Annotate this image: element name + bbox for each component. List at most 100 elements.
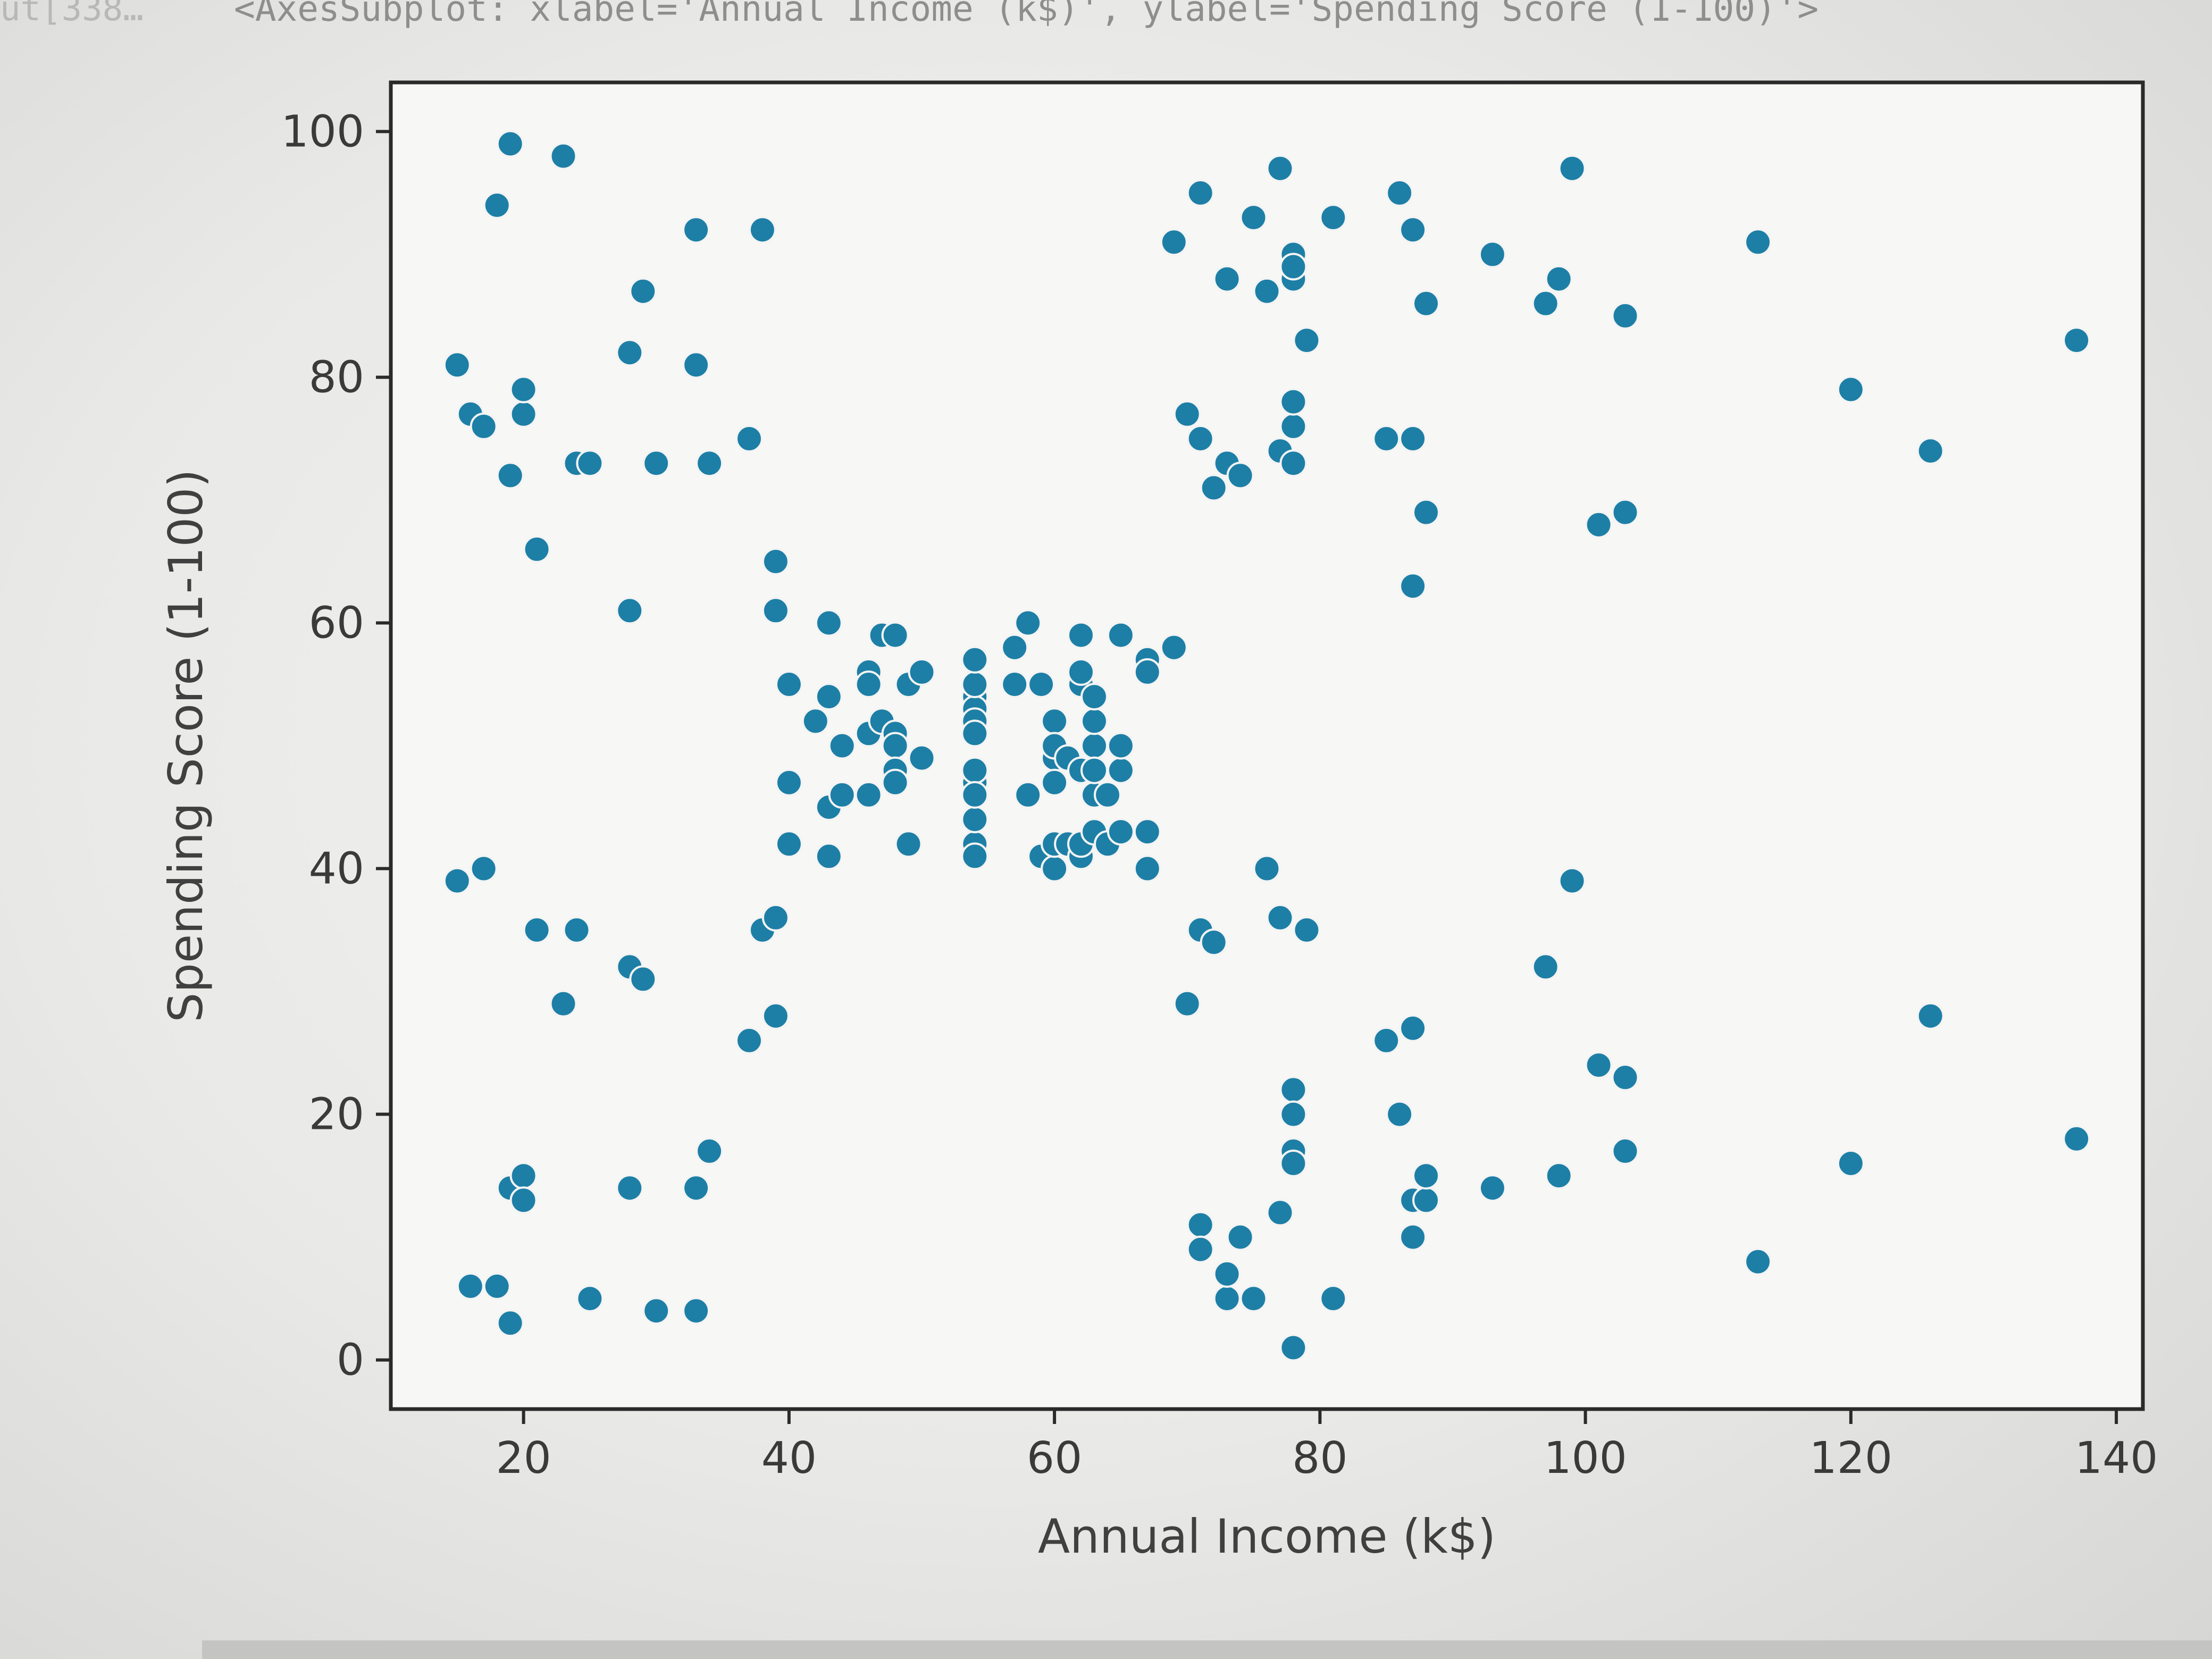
data-point	[642, 1297, 671, 1325]
data-point	[1133, 818, 1161, 846]
data-point	[682, 1297, 710, 1325]
data-point	[961, 719, 989, 748]
data-point	[1041, 854, 1069, 883]
data-point	[1611, 1137, 1639, 1165]
data-point	[1041, 707, 1069, 735]
data-point	[961, 646, 989, 674]
data-point	[1399, 216, 1427, 244]
data-point	[509, 375, 538, 404]
data-point	[1200, 474, 1228, 502]
data-point	[854, 671, 883, 698]
data-point	[682, 351, 710, 379]
data-point	[1266, 903, 1294, 932]
data-point	[1107, 621, 1135, 649]
data-point	[1386, 1100, 1414, 1128]
data-point	[470, 412, 498, 440]
data-point	[1611, 498, 1639, 526]
data-point	[775, 768, 803, 797]
data-point	[682, 1174, 710, 1202]
data-point	[1213, 1285, 1241, 1313]
data-point	[1080, 756, 1108, 784]
x-tick-label: 80	[1292, 1433, 1347, 1484]
data-point	[1186, 1235, 1214, 1263]
data-point	[1186, 1211, 1214, 1239]
data-point	[1744, 228, 1772, 256]
data-point	[1133, 658, 1161, 686]
data-point	[1213, 1260, 1241, 1288]
data-point	[1293, 916, 1321, 944]
data-point	[1266, 154, 1294, 182]
data-point	[894, 830, 923, 858]
data-point	[1585, 1051, 1613, 1079]
y-tick-label: 60	[309, 598, 364, 648]
data-point	[1160, 633, 1188, 661]
data-point	[2063, 1125, 2091, 1153]
data-point	[761, 903, 790, 932]
y-axis-label: Spending Score (1-100)	[158, 469, 213, 1022]
data-point	[748, 216, 776, 244]
data-point	[1239, 1285, 1268, 1313]
data-point	[1545, 1162, 1573, 1190]
data-point	[523, 916, 551, 944]
data-point	[1372, 425, 1401, 453]
data-point	[1266, 1199, 1294, 1227]
data-point	[549, 990, 577, 1018]
data-point	[1279, 1100, 1308, 1128]
data-point	[682, 216, 710, 244]
data-point	[1399, 572, 1427, 600]
data-point	[828, 732, 856, 760]
data-point	[1399, 1223, 1427, 1251]
data-point	[881, 768, 909, 797]
data-point	[616, 339, 644, 367]
data-point	[1186, 425, 1214, 453]
data-point	[1239, 204, 1268, 232]
data-point	[1067, 658, 1095, 686]
data-points	[443, 130, 2091, 1362]
data-point	[881, 621, 909, 649]
data-point	[629, 277, 657, 305]
data-point	[1080, 707, 1108, 735]
data-point	[1226, 1223, 1254, 1251]
data-point	[456, 1272, 484, 1300]
data-point	[1585, 510, 1613, 539]
data-point	[1611, 301, 1639, 330]
data-point	[496, 462, 524, 490]
data-point	[1545, 265, 1573, 293]
y-tick-label: 100	[281, 106, 364, 157]
data-point	[576, 1285, 604, 1313]
data-point	[1027, 671, 1055, 698]
data-point	[1399, 1014, 1427, 1042]
data-point	[1094, 781, 1121, 809]
data-point	[1531, 289, 1560, 317]
data-point	[549, 142, 577, 170]
data-point	[1253, 277, 1281, 305]
cell-output-prompt: ut[338…	[0, 0, 144, 29]
x-tick-label: 60	[1027, 1433, 1082, 1484]
data-point	[1067, 621, 1095, 649]
data-point	[1253, 854, 1281, 883]
data-point	[1133, 854, 1161, 883]
x-tick-label: 20	[496, 1433, 551, 1484]
data-point	[1279, 1150, 1308, 1177]
data-point	[1173, 990, 1201, 1018]
data-point	[1107, 732, 1135, 760]
axes-frame	[389, 80, 2145, 1411]
data-point	[1041, 768, 1069, 797]
data-point	[961, 806, 989, 834]
data-point	[801, 707, 830, 735]
data-point	[1279, 388, 1308, 416]
data-point	[696, 449, 724, 477]
data-point	[509, 1162, 538, 1190]
data-point	[509, 1186, 538, 1214]
data-point	[696, 1137, 724, 1165]
data-point	[616, 597, 644, 625]
data-point	[908, 744, 936, 772]
data-point	[1213, 265, 1241, 293]
data-point	[2063, 326, 2091, 355]
data-point	[775, 671, 803, 698]
data-point	[1531, 953, 1560, 981]
data-point	[761, 1002, 790, 1030]
data-point	[908, 658, 936, 686]
data-point	[1107, 756, 1135, 784]
data-point	[1916, 1002, 1945, 1030]
